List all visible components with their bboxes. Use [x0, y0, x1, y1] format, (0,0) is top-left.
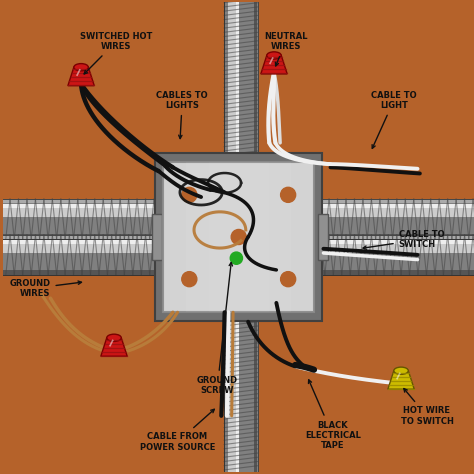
Circle shape — [230, 252, 243, 264]
Bar — [318, 214, 328, 260]
Ellipse shape — [107, 334, 121, 341]
Bar — [3, 234, 164, 239]
Bar — [314, 207, 474, 217]
Text: NEUTRAL
WIRES: NEUTRAL WIRES — [264, 32, 308, 66]
Bar — [3, 199, 164, 239]
Bar — [3, 204, 164, 208]
Polygon shape — [101, 338, 127, 356]
Bar — [314, 240, 474, 244]
Circle shape — [281, 187, 296, 202]
Bar — [236, 312, 239, 472]
Ellipse shape — [74, 64, 88, 71]
Bar — [254, 2, 257, 162]
Bar — [3, 270, 164, 275]
Circle shape — [182, 187, 197, 202]
Bar — [164, 162, 314, 312]
Bar — [186, 162, 292, 312]
Circle shape — [231, 229, 246, 245]
Bar — [164, 162, 314, 312]
Ellipse shape — [267, 52, 281, 59]
Ellipse shape — [394, 367, 408, 374]
Bar — [209, 162, 269, 312]
Text: CABLES TO
LIGHTS: CABLES TO LIGHTS — [156, 91, 208, 138]
Bar — [314, 234, 474, 239]
Bar — [3, 240, 164, 244]
Text: HOT WIRE
TO SWITCH: HOT WIRE TO SWITCH — [401, 389, 454, 426]
Bar — [314, 235, 474, 275]
Circle shape — [281, 272, 296, 287]
Text: GROUND
WIRES: GROUND WIRES — [9, 279, 82, 299]
Bar — [314, 199, 474, 203]
Text: CABLE TO
SWITCH: CABLE TO SWITCH — [363, 229, 444, 249]
Bar — [228, 2, 237, 162]
Bar — [236, 2, 239, 162]
Bar — [224, 2, 258, 162]
Bar — [155, 153, 322, 321]
Bar — [3, 243, 164, 253]
Bar — [314, 235, 474, 239]
Text: CABLE TO
LIGHT: CABLE TO LIGHT — [371, 91, 417, 148]
Polygon shape — [68, 67, 94, 86]
Text: GROUND
SCREW: GROUND SCREW — [197, 263, 238, 395]
Bar — [314, 199, 474, 239]
Text: CABLE FROM
POWER SOURCE: CABLE FROM POWER SOURCE — [140, 409, 215, 452]
Bar — [3, 199, 164, 203]
Text: SWITCHED HOT
WIRES: SWITCHED HOT WIRES — [80, 32, 153, 74]
Circle shape — [182, 272, 197, 287]
Bar — [3, 235, 164, 275]
Bar — [3, 207, 164, 217]
Bar — [314, 270, 474, 275]
Bar — [152, 214, 162, 260]
Bar — [3, 235, 164, 239]
Polygon shape — [261, 55, 287, 74]
Polygon shape — [388, 371, 414, 389]
Bar — [228, 312, 237, 472]
Bar — [254, 312, 257, 472]
Text: BLACK
ELECTRICAL
TAPE: BLACK ELECTRICAL TAPE — [305, 380, 361, 450]
Bar — [314, 204, 474, 208]
Bar — [224, 312, 258, 472]
Bar — [314, 243, 474, 253]
